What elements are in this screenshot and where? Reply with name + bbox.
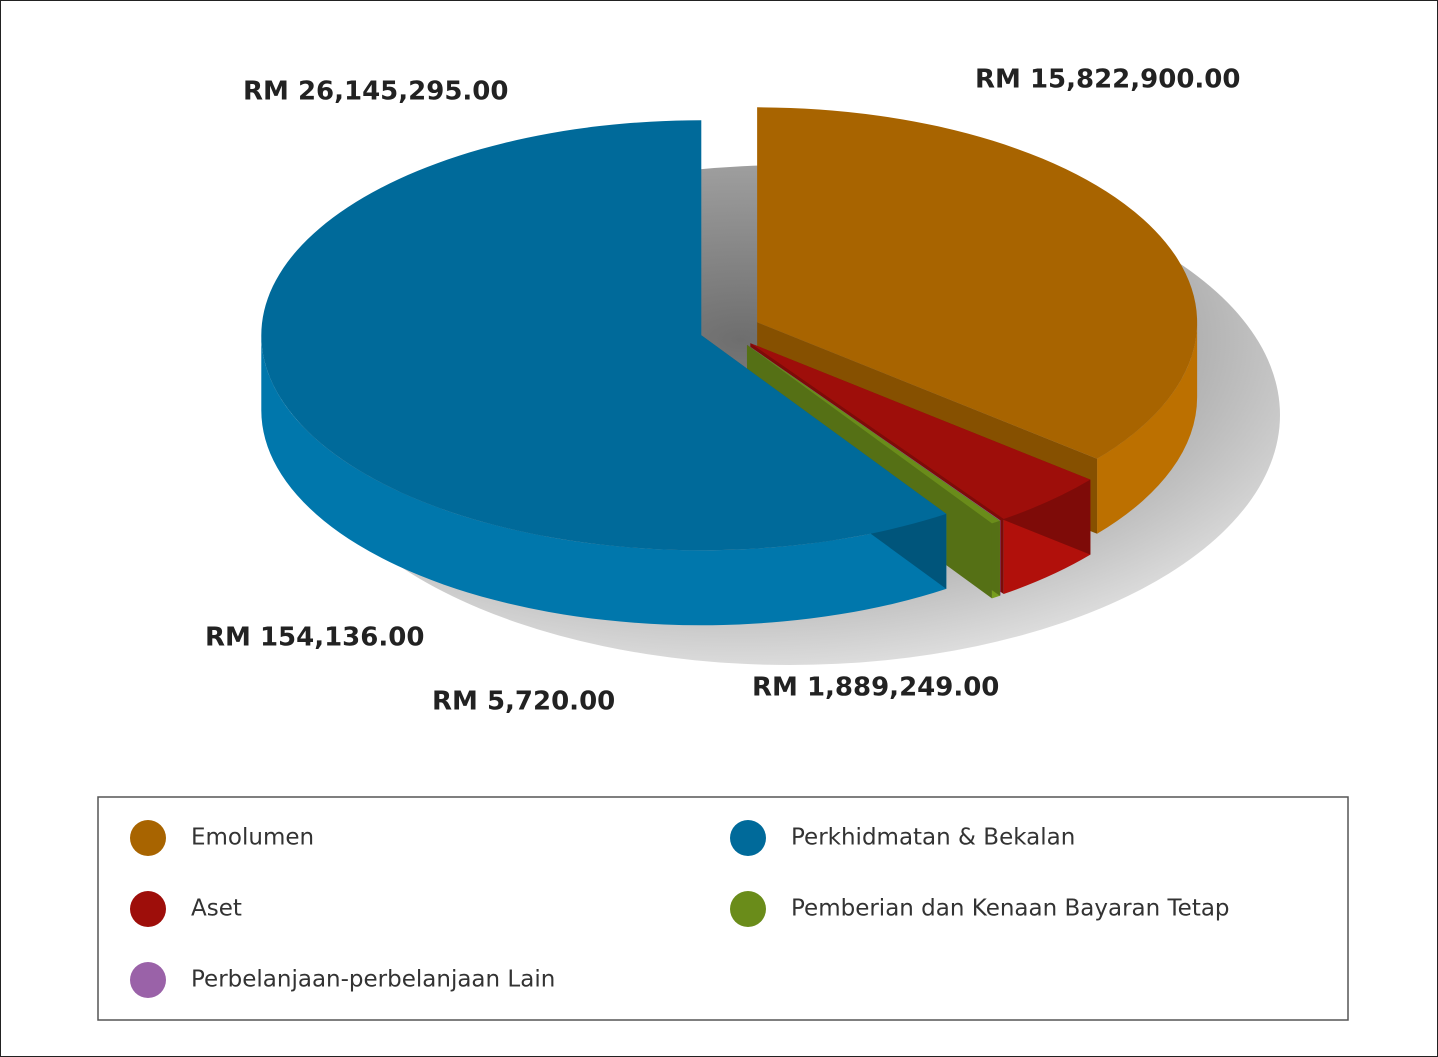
legend-swatch <box>730 820 766 856</box>
legend-label: Perbelanjaan-perbelanjaan Lain <box>191 967 555 993</box>
legend-swatch <box>730 891 766 927</box>
slice <box>747 344 1001 521</box>
slice <box>746 344 1000 524</box>
legend-swatch <box>130 820 166 856</box>
value-label: RM 5,720.00 <box>432 687 615 717</box>
slice-side <box>261 335 947 626</box>
legend-box <box>97 796 1349 1021</box>
legend-swatch <box>130 962 166 998</box>
legend-label: Pemberian dan Kenaan Bayaran Tetap <box>791 896 1230 922</box>
slice <box>750 343 1091 520</box>
value-label: RM 26,145,295.00 <box>243 77 508 107</box>
value-label: RM 1,889,249.00 <box>752 673 999 703</box>
value-label: RM 15,822,900.00 <box>975 65 1240 95</box>
slice-side <box>1097 322 1198 534</box>
legend-label: Emolumen <box>191 825 314 851</box>
legend-label: Aset <box>191 896 242 922</box>
legend-label: Perkhidmatan & Bekalan <box>791 825 1075 851</box>
slice <box>261 120 947 551</box>
value-label: RM 154,136.00 <box>205 623 424 653</box>
pie <box>261 107 1198 626</box>
slice <box>757 107 1198 459</box>
legend-swatch <box>130 891 166 927</box>
